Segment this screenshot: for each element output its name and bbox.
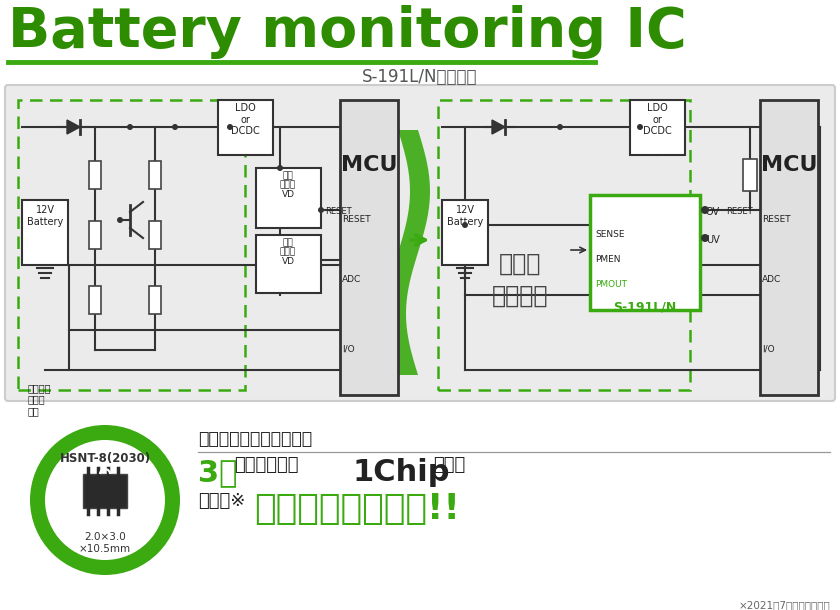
Text: I/O: I/O bbox=[342, 345, 354, 354]
Text: 電源分圧出力機能!!: 電源分圧出力機能!! bbox=[254, 492, 460, 526]
Circle shape bbox=[557, 124, 563, 130]
Circle shape bbox=[701, 234, 709, 242]
Circle shape bbox=[277, 165, 283, 171]
Text: ADC: ADC bbox=[762, 275, 781, 284]
Text: 2.0×3.0
×10.5mm: 2.0×3.0 ×10.5mm bbox=[79, 532, 131, 554]
Text: に内蔵: に内蔵 bbox=[433, 456, 465, 474]
FancyBboxPatch shape bbox=[256, 235, 321, 293]
Polygon shape bbox=[492, 120, 505, 134]
Text: S-191L/N: S-191L/N bbox=[613, 300, 677, 313]
Bar bbox=[149, 161, 161, 189]
Text: UV: UV bbox=[706, 235, 720, 245]
Text: 12V
Battery: 12V Battery bbox=[27, 205, 63, 226]
Circle shape bbox=[318, 207, 324, 213]
Circle shape bbox=[117, 217, 123, 223]
Text: 上限
監視用
VD: 上限 監視用 VD bbox=[280, 171, 296, 199]
Bar bbox=[89, 286, 101, 314]
FancyBboxPatch shape bbox=[442, 200, 488, 265]
Text: HSNT-8(2030): HSNT-8(2030) bbox=[60, 452, 150, 465]
Bar bbox=[89, 221, 101, 249]
Text: MCU: MCU bbox=[341, 155, 397, 175]
Text: 機能安全構築をサポート: 機能安全構築をサポート bbox=[198, 430, 312, 448]
Bar bbox=[83, 474, 127, 508]
Text: Battery monitoring IC: Battery monitoring IC bbox=[8, 5, 687, 59]
Circle shape bbox=[45, 440, 165, 560]
PathPatch shape bbox=[386, 130, 430, 375]
Circle shape bbox=[172, 124, 178, 130]
Bar bbox=[149, 286, 161, 314]
Bar bbox=[743, 159, 757, 191]
Text: 外付け
部品不要: 外付け 部品不要 bbox=[491, 252, 549, 308]
FancyBboxPatch shape bbox=[590, 195, 700, 310]
Text: RESET: RESET bbox=[726, 207, 753, 216]
Text: 業界初※: 業界初※ bbox=[198, 492, 245, 510]
Text: 下限
監視用
VD: 下限 監視用 VD bbox=[280, 238, 296, 267]
FancyBboxPatch shape bbox=[340, 100, 398, 395]
Text: 12V
Battery: 12V Battery bbox=[447, 205, 483, 226]
Polygon shape bbox=[67, 120, 80, 134]
Text: PMOUT: PMOUT bbox=[595, 280, 627, 289]
Text: OV: OV bbox=[706, 207, 720, 217]
Text: SENSE: SENSE bbox=[595, 230, 624, 239]
Circle shape bbox=[30, 425, 180, 575]
Text: S-191L/Nシリーズ: S-191L/Nシリーズ bbox=[362, 68, 478, 86]
Text: の監視機能を: の監視機能を bbox=[234, 456, 298, 474]
Text: RESET: RESET bbox=[325, 207, 352, 216]
Text: I/O: I/O bbox=[762, 345, 774, 354]
Bar bbox=[438, 100, 690, 390]
Circle shape bbox=[227, 124, 233, 130]
Text: 3つ: 3つ bbox=[198, 458, 238, 487]
Circle shape bbox=[637, 124, 643, 130]
Text: RESET: RESET bbox=[762, 215, 790, 224]
FancyBboxPatch shape bbox=[760, 100, 818, 395]
Circle shape bbox=[462, 222, 468, 228]
FancyBboxPatch shape bbox=[218, 100, 273, 155]
Text: バッテリ
監視用
回路: バッテリ 監視用 回路 bbox=[28, 383, 51, 416]
Text: ADC: ADC bbox=[342, 275, 361, 284]
Text: 1Chip: 1Chip bbox=[353, 458, 450, 487]
Text: PMEN: PMEN bbox=[595, 255, 621, 264]
Bar bbox=[149, 221, 161, 249]
Text: ×2021年7月現在当社調べ: ×2021年7月現在当社調べ bbox=[738, 600, 830, 610]
FancyBboxPatch shape bbox=[630, 100, 685, 155]
Bar bbox=[18, 100, 245, 390]
Bar bbox=[89, 161, 101, 189]
Circle shape bbox=[127, 124, 133, 130]
Text: LDO
or
DCDC: LDO or DCDC bbox=[231, 103, 260, 136]
Text: RESET: RESET bbox=[342, 215, 370, 224]
Circle shape bbox=[701, 206, 709, 214]
Text: LDO
or
DCDC: LDO or DCDC bbox=[643, 103, 671, 136]
Text: MCU: MCU bbox=[761, 155, 817, 175]
FancyBboxPatch shape bbox=[22, 200, 68, 265]
FancyBboxPatch shape bbox=[256, 168, 321, 228]
FancyBboxPatch shape bbox=[5, 85, 835, 401]
